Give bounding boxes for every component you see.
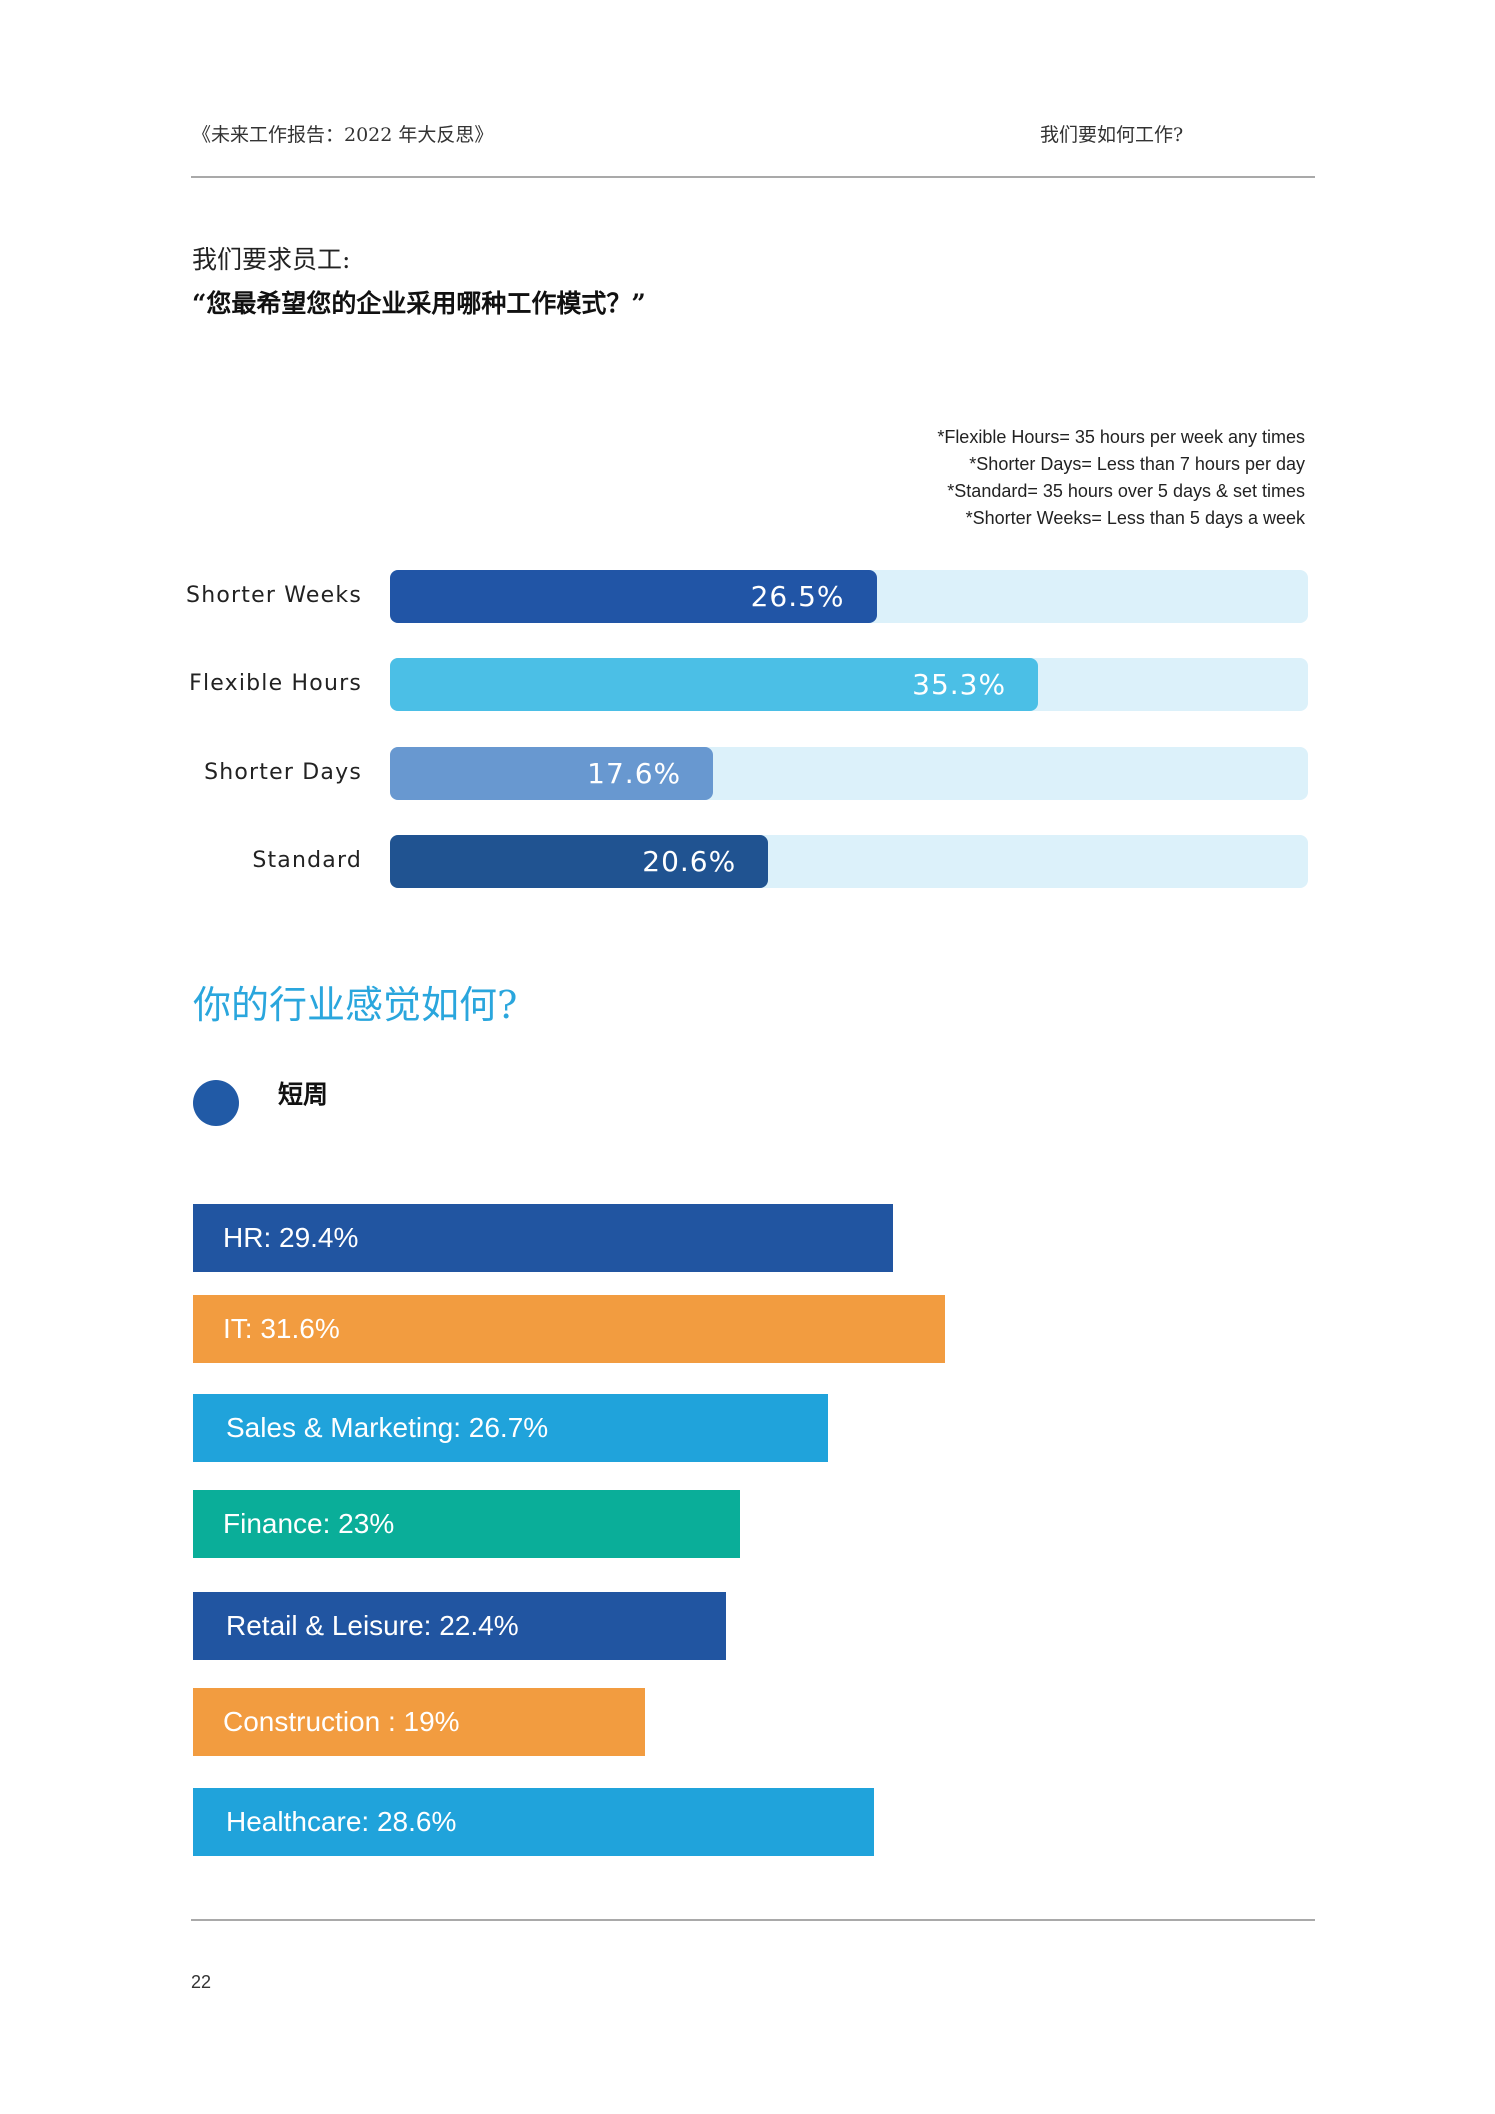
value-label: 35.3% — [912, 668, 1007, 701]
bar: HR: 29.4% — [193, 1204, 893, 1272]
legend-dot-icon — [193, 1080, 239, 1126]
section-title: 你的行业感觉如何? — [193, 983, 518, 1027]
bar: 20.6% — [390, 835, 769, 888]
header-section-title: 我们要如何工作? — [1040, 124, 1184, 146]
bar-label: Sales & Marketing: 26.7% — [226, 1412, 549, 1443]
bar-track: 20.6% — [390, 835, 1308, 888]
bar: 35.3% — [390, 658, 1039, 711]
question-text: “您最希望您的企业采用哪种工作模式？” — [192, 289, 646, 318]
category-label: Flexible Hours — [189, 671, 362, 696]
bar: IT: 31.6% — [193, 1295, 945, 1363]
footer-divider — [191, 1919, 1315, 1921]
bar-label: Construction : 19% — [223, 1706, 460, 1737]
bar-track: 26.5% — [390, 570, 1308, 623]
bar-label: IT: 31.6% — [223, 1313, 340, 1344]
note-shorter-weeks: *Shorter Weeks= Less than 5 days a week — [965, 508, 1305, 528]
bar-label: Healthcare: 28.6% — [226, 1806, 457, 1837]
value-label: 20.6% — [642, 845, 737, 878]
category-label: Shorter Days — [204, 760, 362, 785]
page-number: 22 — [191, 1972, 212, 1992]
bar: Construction : 19% — [193, 1688, 645, 1756]
bar: Healthcare: 28.6% — [193, 1788, 874, 1856]
note-flexible-hours: *Flexible Hours= 35 hours per week any t… — [937, 427, 1305, 447]
bar-track: 35.3% — [390, 658, 1308, 711]
legend-label: 短周 — [278, 1080, 329, 1109]
bar-label: Retail & Leisure: 22.4% — [226, 1610, 519, 1641]
bar-label: HR: 29.4% — [223, 1222, 359, 1253]
bar: 26.5% — [390, 570, 877, 623]
header-report-title: 《未来工作报告：2022 年大反思》 — [192, 124, 494, 146]
note-standard: *Standard= 35 hours over 5 days & set ti… — [947, 481, 1305, 501]
bar: Retail & Leisure: 22.4% — [193, 1592, 726, 1660]
bar: 17.6% — [390, 747, 714, 800]
definition-notes: *Flexible Hours= 35 hours per week any t… — [937, 424, 1305, 532]
bar-label: Finance: 23% — [223, 1508, 395, 1539]
question-intro: 我们要求员工: — [192, 245, 351, 274]
category-label: Standard — [252, 848, 362, 873]
bar: Finance: 23% — [193, 1490, 740, 1558]
note-shorter-days: *Shorter Days= Less than 7 hours per day — [969, 454, 1305, 474]
header-divider — [191, 176, 1315, 178]
bar: Sales & Marketing: 26.7% — [193, 1394, 828, 1462]
value-label: 17.6% — [587, 757, 682, 790]
value-label: 26.5% — [750, 580, 845, 613]
category-label: Shorter Weeks — [186, 583, 362, 608]
bar-track: 17.6% — [390, 747, 1308, 800]
